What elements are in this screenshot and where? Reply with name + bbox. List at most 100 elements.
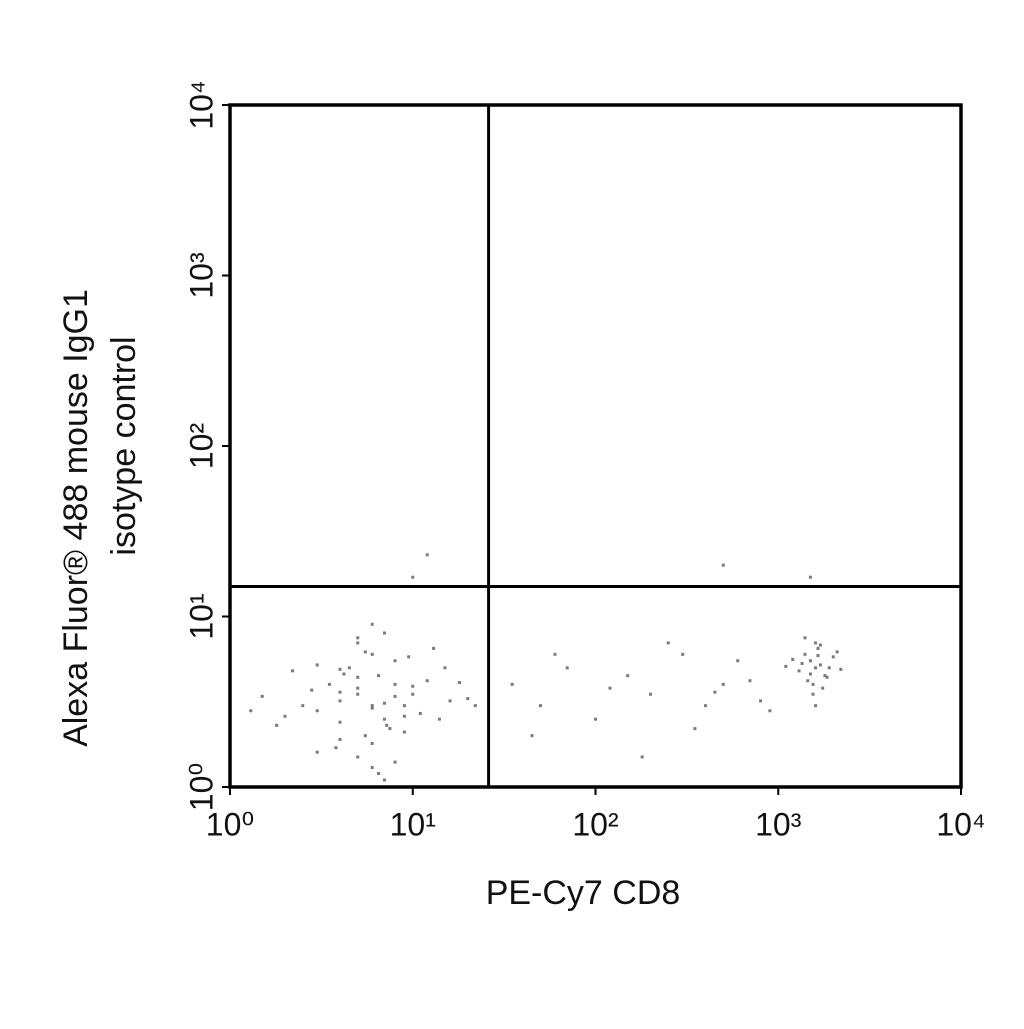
x-tick-label: 10⁴ (936, 806, 985, 842)
y-tick-label: 10¹ (183, 593, 219, 639)
y-tick-label: 10⁰ (183, 763, 219, 811)
point (448, 699, 452, 703)
point (356, 675, 360, 679)
y-axis-label: Alexa Fluor® 488 mouse IgG1 (57, 289, 95, 747)
point (818, 663, 822, 667)
point (418, 711, 422, 715)
point (411, 575, 415, 579)
point (402, 730, 406, 734)
point (356, 755, 360, 759)
point (363, 650, 367, 654)
point (816, 646, 820, 650)
point (432, 646, 436, 650)
point (803, 636, 807, 640)
point (370, 622, 374, 626)
point (713, 690, 717, 694)
point (437, 717, 441, 721)
point (338, 667, 342, 671)
point (768, 709, 772, 713)
point (370, 704, 374, 708)
point (466, 697, 470, 701)
point (808, 575, 812, 579)
y-axis-label: isotype control (105, 336, 143, 555)
point (808, 672, 812, 676)
point (338, 699, 342, 703)
point (393, 694, 397, 698)
x-tick-label: 10⁰ (206, 806, 254, 842)
point (388, 727, 392, 731)
x-tick-label: 10¹ (390, 806, 436, 842)
point (356, 692, 360, 696)
point (814, 704, 818, 708)
point (291, 669, 295, 673)
point (370, 741, 374, 745)
point (759, 699, 763, 703)
point (356, 636, 360, 640)
point (411, 692, 415, 696)
point (249, 709, 253, 713)
point (608, 686, 612, 690)
point (356, 641, 360, 645)
point (814, 641, 818, 645)
point (443, 666, 447, 670)
point (260, 694, 264, 698)
point (626, 674, 630, 678)
point (356, 686, 360, 690)
point (666, 641, 670, 645)
point (827, 666, 831, 670)
point (808, 659, 812, 663)
point (721, 682, 725, 686)
point (342, 672, 346, 676)
point (821, 686, 825, 690)
point (411, 684, 415, 688)
point (393, 760, 397, 764)
y-tick-label: 10³ (183, 252, 219, 299)
point (370, 766, 374, 770)
point (538, 704, 542, 708)
point (839, 667, 843, 671)
point (736, 659, 740, 663)
point (385, 723, 389, 727)
point (784, 664, 788, 668)
point (823, 674, 827, 678)
point (803, 652, 807, 656)
point (315, 663, 319, 667)
point (377, 771, 381, 775)
point (565, 666, 569, 670)
point (791, 657, 795, 661)
point (370, 652, 374, 656)
point (402, 714, 406, 718)
point (275, 723, 279, 727)
point (594, 717, 597, 721)
point (338, 690, 342, 694)
point (473, 704, 477, 708)
point (530, 734, 534, 738)
point (338, 737, 342, 741)
point (377, 674, 381, 678)
point (310, 688, 314, 692)
y-tick-label: 10² (183, 423, 219, 470)
point (721, 563, 725, 567)
point (301, 704, 305, 708)
point (800, 662, 804, 666)
point (797, 669, 801, 673)
point (402, 704, 406, 708)
point (835, 650, 839, 654)
point (640, 755, 644, 759)
point (831, 655, 835, 659)
point (315, 709, 319, 713)
point (814, 666, 818, 670)
point (363, 734, 367, 738)
point (811, 692, 815, 696)
point (334, 746, 338, 750)
point (693, 727, 697, 731)
point (818, 643, 822, 647)
point (382, 778, 386, 782)
point (681, 652, 685, 656)
point (407, 655, 411, 659)
point (370, 706, 374, 710)
point (457, 681, 461, 685)
point (704, 704, 708, 708)
point (425, 553, 429, 557)
